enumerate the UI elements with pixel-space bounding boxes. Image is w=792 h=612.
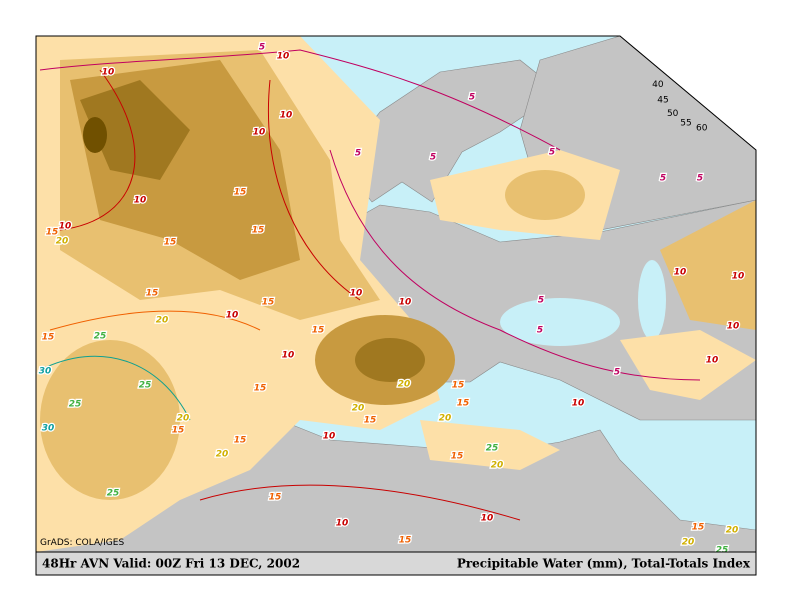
contour-label: 15	[312, 326, 325, 336]
contour-label: 20	[726, 526, 739, 536]
contour-label: 15	[457, 399, 470, 409]
credit: GrADS: COLA/IGES	[40, 538, 124, 548]
contour-label: 20	[156, 316, 169, 326]
contour-label: 5	[355, 149, 361, 159]
contour-label: 30	[39, 367, 52, 377]
contour-label: 15	[46, 228, 59, 238]
precip-shading	[36, 36, 756, 552]
contour-label: 10	[59, 222, 72, 232]
contour-label: 10	[282, 351, 295, 361]
contour-label: 10	[280, 111, 293, 121]
contour-label: 15	[42, 333, 55, 343]
contour-label: 10	[481, 514, 494, 524]
contour-label: 15	[452, 381, 465, 391]
contour-label: 15	[234, 188, 247, 198]
contour-label: 20	[352, 404, 365, 414]
contour-label: 10	[277, 52, 290, 62]
contour-label: 20	[216, 450, 229, 460]
contour-label: 5	[614, 368, 620, 378]
contour-label: 25	[716, 546, 729, 556]
contour-label: 10	[350, 289, 363, 299]
caption-title: 48Hr AVN Valid: 00Z Fri 13 DEC, 2002	[42, 557, 300, 571]
contour-label: 15	[451, 452, 464, 462]
caspian-sea	[638, 260, 666, 340]
contour-label: 20	[439, 414, 452, 424]
contour-label: 20	[56, 237, 69, 247]
contour-label: 10	[134, 196, 147, 206]
legend-label: 60	[696, 124, 708, 134]
contour-label: 10	[102, 68, 115, 78]
contour-label: 10	[572, 399, 585, 409]
contour-label: 20	[682, 538, 695, 548]
contour-label: 25	[139, 381, 152, 391]
contour-label: 15	[262, 298, 275, 308]
contour-label: 25	[486, 444, 499, 454]
contour-label: 25	[69, 400, 82, 410]
contour-label: 15	[234, 436, 247, 446]
contour-label: 5	[469, 93, 475, 103]
contour-label: 15	[254, 384, 267, 394]
contour-label: 5	[430, 153, 436, 163]
contour-label: 15	[364, 416, 377, 426]
contour-label: 10	[706, 356, 719, 366]
contour-label: 15	[146, 289, 159, 299]
contour-label: 25	[107, 489, 120, 499]
contour-label: 10	[323, 432, 336, 442]
legend-label: 55	[680, 119, 691, 129]
contour-label: 5	[259, 43, 265, 53]
contour-label: 15	[692, 523, 705, 533]
contour-label: 15	[399, 536, 412, 546]
black-sea	[500, 298, 620, 346]
contour-label: 25	[94, 332, 107, 342]
contour-label: 10	[674, 268, 687, 278]
contour-label: 5	[537, 326, 543, 336]
contour-label: 30	[42, 424, 55, 434]
contour-label: 15	[172, 426, 185, 436]
contour-label: 10	[336, 519, 349, 529]
contour-label: 10	[253, 128, 266, 138]
contour-label: 20	[491, 461, 504, 471]
land	[36, 36, 756, 552]
contour-label: 20	[177, 414, 190, 424]
contours	[39, 49, 701, 521]
contour-label: 15	[164, 238, 177, 248]
contour-label: 15	[269, 493, 282, 503]
legend-label: 45	[657, 95, 668, 105]
contour-label: 15	[252, 226, 265, 236]
contour-label: 5	[538, 296, 544, 306]
contour-label: 10	[727, 322, 740, 332]
caption-bar	[35, 551, 757, 576]
legend-label: 40	[652, 80, 664, 90]
frame	[35, 35, 757, 576]
contour-label: 5	[660, 174, 666, 184]
contour-label: 5	[549, 148, 555, 158]
contour-label: 10	[226, 311, 239, 321]
contour-label: 5	[697, 174, 703, 184]
caption-product: Precipitable Water (mm), Total-Totals In…	[457, 557, 751, 571]
legend-label: 50	[667, 109, 679, 119]
contour-label: 10	[399, 298, 412, 308]
contour-label: 10	[732, 272, 745, 282]
contour-label: 20	[398, 380, 411, 390]
